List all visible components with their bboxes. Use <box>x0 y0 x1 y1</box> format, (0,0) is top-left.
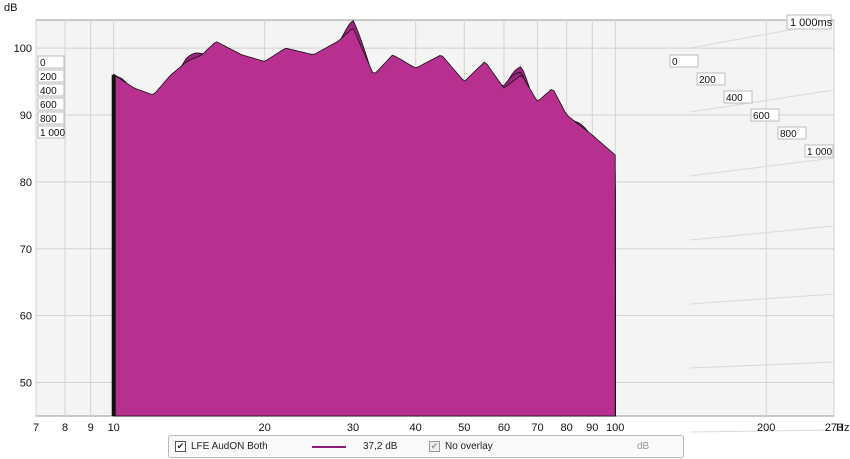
time-label-left: 800 <box>40 114 57 125</box>
time-label-box-left <box>37 97 65 111</box>
depth-grid-line <box>689 157 835 177</box>
time-label-left: 200 <box>40 72 57 83</box>
time-label-left: 600 <box>40 100 57 111</box>
legend-series-swatch <box>312 446 346 448</box>
time-axis-label: 1 000ms <box>790 17 833 29</box>
overlay-checkbox[interactable]: ✔ <box>429 441 440 452</box>
depth-grid-line <box>689 225 835 241</box>
x-tick-label: 60 <box>498 422 510 434</box>
time-label-box-right <box>750 108 780 122</box>
x-tick-label: 8 <box>62 422 68 434</box>
x-tick-label: 20 <box>259 422 271 434</box>
x-tick-label: 40 <box>410 422 422 434</box>
time-label-box-left <box>37 125 65 139</box>
x-tick-label: 200 <box>757 422 775 434</box>
x-tick-label: 50 <box>458 422 470 434</box>
legend-smoothing-label: 37,2 dB <box>363 441 398 452</box>
time-label-box-right <box>723 90 753 104</box>
time-label-box-left <box>37 111 65 125</box>
y-tick-label: 70 <box>20 244 32 256</box>
time-axis-label-box <box>786 14 832 30</box>
legend-bar: ✔ LFE AudON Both 37,2 dB ✔ No overlay dB <box>168 435 684 458</box>
x-unit-label: Hz <box>836 422 849 434</box>
x-tick-label: 273 <box>825 422 843 434</box>
waterfall-left-edge <box>111 74 116 417</box>
x-tick-label: 10 <box>108 422 120 434</box>
x-tick-label: 9 <box>88 422 94 434</box>
time-label-left: 0 <box>40 58 46 69</box>
x-tick-label: 7 <box>33 422 39 434</box>
x-tick-label: 80 <box>561 422 573 434</box>
time-label-left: 400 <box>40 86 57 97</box>
time-label-right: 200 <box>699 75 716 86</box>
x-tick-label: 100 <box>606 422 624 434</box>
y-axis-label: dB <box>4 2 18 14</box>
time-label-box-left <box>37 69 65 83</box>
x-tick-label: 30 <box>347 422 359 434</box>
legend-series-label: LFE AudON Both <box>191 441 268 452</box>
y-tick-label: 50 <box>20 378 32 390</box>
time-label-right: 0 <box>672 57 678 68</box>
time-label-right: 400 <box>726 93 743 104</box>
waterfall-slice <box>113 28 616 417</box>
depth-grid-line <box>689 89 835 113</box>
time-label-left: 1 000 <box>40 128 65 139</box>
time-label-right: 1 000 <box>807 147 832 158</box>
y-tick-label: 90 <box>20 110 32 122</box>
time-label-box-right <box>669 54 699 68</box>
series-checkbox[interactable]: ✔ <box>175 441 186 452</box>
depth-grid-line <box>689 361 835 369</box>
x-tick-label: 70 <box>531 422 543 434</box>
y-tick-label: 60 <box>20 311 32 323</box>
time-label-right: 600 <box>753 111 770 122</box>
time-label-box-right <box>804 144 834 158</box>
time-label-box-left <box>37 55 65 69</box>
time-label-box-right <box>777 126 807 140</box>
legend-overlay-label: No overlay <box>445 441 493 452</box>
y-tick-label: 100 <box>14 43 32 55</box>
depth-grid-line <box>689 293 835 305</box>
legend-unit-label: dB <box>637 441 650 452</box>
time-label-box-left <box>37 83 65 97</box>
depth-grid-line <box>689 429 835 433</box>
y-tick-label: 80 <box>20 177 32 189</box>
x-tick-label: 90 <box>586 422 598 434</box>
time-label-right: 800 <box>780 129 797 140</box>
time-label-box-right <box>696 72 726 86</box>
